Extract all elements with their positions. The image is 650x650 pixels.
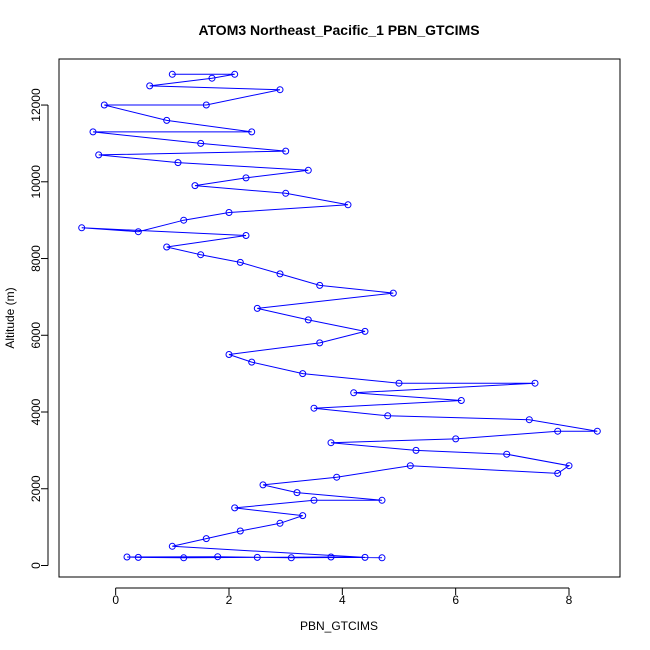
data-point bbox=[191, 182, 199, 190]
data-point bbox=[123, 553, 131, 561]
data-point bbox=[327, 439, 335, 447]
data-point bbox=[361, 327, 369, 335]
data-point bbox=[95, 151, 103, 159]
data-point bbox=[293, 489, 301, 497]
data-point bbox=[333, 473, 341, 481]
x-tick-label: 0 bbox=[112, 593, 119, 607]
data-point bbox=[565, 462, 573, 470]
data-point bbox=[406, 462, 414, 470]
data-point bbox=[208, 74, 216, 82]
data-point bbox=[361, 553, 369, 561]
data-point bbox=[197, 251, 205, 259]
data-point bbox=[202, 101, 210, 109]
data-point bbox=[168, 542, 176, 550]
x-tick-label: 6 bbox=[452, 593, 459, 607]
data-point bbox=[554, 469, 562, 477]
data-point bbox=[593, 427, 601, 435]
x-tick-label: 4 bbox=[339, 593, 346, 607]
data-point bbox=[253, 304, 261, 312]
data-point bbox=[304, 316, 312, 324]
data-point bbox=[299, 370, 307, 378]
data-point bbox=[202, 535, 210, 543]
data-point bbox=[310, 496, 318, 504]
data-point bbox=[180, 216, 188, 224]
y-axis-label: Altitude (m) bbox=[3, 287, 17, 348]
data-point bbox=[276, 86, 284, 94]
chart-title: ATOM3 Northeast_Pacific_1 PBN_GTCIMS bbox=[198, 22, 479, 38]
y-tick-label: 0 bbox=[29, 562, 43, 569]
y-tick-label: 4000 bbox=[29, 398, 43, 425]
data-point bbox=[134, 553, 142, 561]
data-point bbox=[350, 389, 358, 397]
plot-frame bbox=[58, 58, 621, 578]
data-point bbox=[282, 189, 290, 197]
y-tick-label: 12000 bbox=[29, 88, 43, 122]
data-point bbox=[457, 397, 465, 404]
data-point bbox=[214, 553, 222, 561]
data-point bbox=[225, 351, 233, 358]
data-point bbox=[242, 174, 250, 182]
data-point bbox=[236, 258, 244, 266]
data-point bbox=[282, 147, 290, 155]
data-point bbox=[197, 139, 205, 147]
data-point bbox=[378, 554, 386, 562]
data-point bbox=[276, 519, 284, 527]
x-axis-label: PBN_GTCIMS bbox=[300, 619, 378, 633]
x-tick-label: 8 bbox=[566, 593, 573, 607]
data-point bbox=[327, 553, 335, 561]
y-tick-label: 6000 bbox=[29, 322, 43, 349]
series-line bbox=[81, 73, 598, 559]
data-point bbox=[78, 224, 86, 232]
y-tick-label: 8000 bbox=[29, 245, 43, 272]
data-point bbox=[344, 201, 352, 209]
data-point bbox=[412, 446, 420, 454]
y-tick-label: 10000 bbox=[29, 165, 43, 199]
data-point bbox=[248, 358, 256, 366]
y-tick-label: 2000 bbox=[29, 475, 43, 502]
data-point bbox=[174, 159, 182, 167]
data-point bbox=[395, 379, 403, 387]
data-point bbox=[299, 512, 307, 520]
data-point bbox=[310, 404, 318, 412]
data-point bbox=[231, 70, 239, 78]
data-point bbox=[248, 128, 256, 136]
data-point bbox=[503, 450, 511, 458]
data-point bbox=[384, 412, 392, 420]
data-point bbox=[525, 416, 533, 424]
data-point bbox=[452, 435, 460, 443]
data-point bbox=[304, 166, 312, 174]
data-point bbox=[146, 82, 154, 90]
data-point bbox=[236, 527, 244, 535]
data-point bbox=[180, 554, 188, 562]
data-point bbox=[259, 481, 267, 489]
data-point bbox=[276, 270, 284, 278]
data-point bbox=[253, 553, 261, 561]
data-point bbox=[100, 101, 108, 109]
data-point bbox=[316, 281, 324, 289]
data-point bbox=[531, 379, 539, 387]
data-point bbox=[389, 289, 397, 297]
data-point bbox=[554, 427, 562, 435]
data-point bbox=[242, 232, 250, 239]
data-point bbox=[163, 243, 171, 251]
data-marks bbox=[78, 70, 601, 562]
data-point bbox=[225, 209, 233, 216]
data-point bbox=[287, 554, 295, 562]
data-point bbox=[89, 128, 97, 136]
y-axis: 0 2000 4000 6000 8000 10000 12000 bbox=[29, 88, 49, 569]
data-point bbox=[316, 339, 324, 347]
data-point bbox=[134, 228, 142, 236]
x-tick-label: 2 bbox=[226, 593, 233, 607]
data-point bbox=[231, 504, 239, 512]
data-point bbox=[163, 116, 171, 124]
x-axis: 0 2 4 6 8 bbox=[112, 587, 573, 607]
data-point bbox=[378, 496, 386, 504]
data-point bbox=[168, 70, 176, 78]
